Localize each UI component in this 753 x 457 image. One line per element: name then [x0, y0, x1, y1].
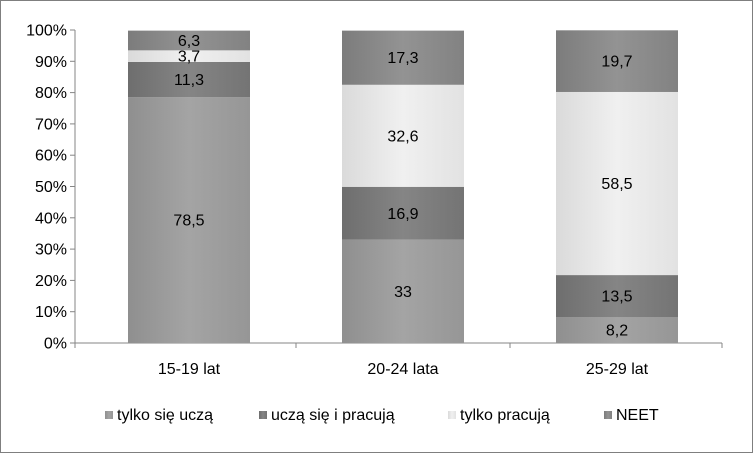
data-label: 78,5: [173, 213, 204, 230]
bar-segment: [556, 275, 678, 318]
y-tick-label: 0%: [44, 336, 67, 353]
data-label: 3,7: [178, 49, 200, 66]
y-tick-label: 90%: [35, 54, 67, 71]
x-category-label: 20-24 lata: [367, 361, 438, 378]
x-category-label: 25-29 lat: [586, 361, 649, 378]
legend-label: NEET: [616, 407, 659, 424]
bar-segment: [342, 30, 464, 85]
bar-segment: [128, 50, 250, 62]
data-label: 6,3: [178, 33, 200, 50]
y-tick-label: 40%: [35, 210, 67, 227]
legend-label: tylko pracują: [460, 407, 550, 424]
y-tick-label: 80%: [35, 85, 67, 102]
bar-segment: [556, 91, 678, 276]
bar-segment: [128, 97, 250, 343]
legend-swatch: [259, 411, 267, 419]
x-category-label: 15-19 lat: [158, 361, 221, 378]
y-tick-label: 50%: [35, 179, 67, 196]
y-tick-label: 100%: [26, 23, 67, 40]
legend: tylko się uczą uczą się i pracują tylko pr…: [105, 407, 659, 424]
data-label: 58,5: [601, 176, 632, 193]
legend-label: uczą się i pracują: [271, 407, 395, 424]
y-tick-label: 20%: [35, 273, 67, 290]
bar-segment: [556, 317, 678, 343]
y-tick-label: 30%: [35, 242, 67, 259]
data-label: 17,3: [387, 50, 418, 67]
legend-swatch: [604, 411, 612, 419]
legend-swatch: [448, 411, 456, 419]
bar-segment: [342, 239, 464, 343]
data-label: 19,7: [601, 54, 632, 71]
y-tick-label: 70%: [35, 116, 67, 133]
data-label: 11,3: [174, 72, 204, 89]
data-label: 33: [394, 284, 412, 301]
legend-swatch: [105, 411, 113, 419]
bar-segment: [342, 84, 464, 187]
data-label: 32,6: [387, 128, 418, 145]
y-tick-label: 10%: [35, 304, 67, 321]
bar-segment: [128, 61, 250, 98]
data-label: 8,2: [606, 323, 628, 340]
data-label: 13,5: [601, 289, 632, 306]
bar-segment: [128, 30, 250, 51]
y-tick-label: 60%: [35, 148, 67, 165]
data-label: 16,9: [387, 206, 418, 223]
bar-segment: [342, 186, 464, 240]
bar-segment: [556, 30, 678, 92]
legend-label: tylko się uczą: [117, 407, 213, 424]
